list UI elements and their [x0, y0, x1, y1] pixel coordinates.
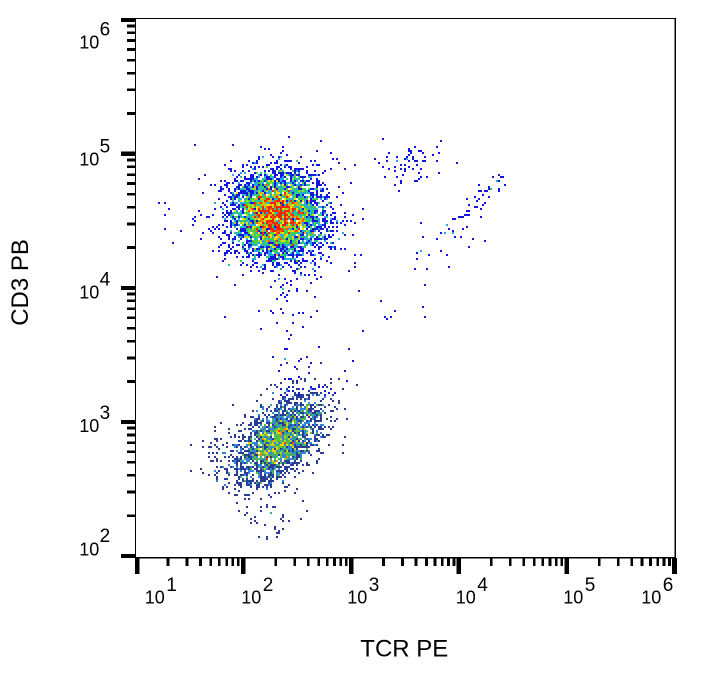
svg-text:3: 3 — [369, 575, 380, 596]
svg-text:4: 4 — [100, 269, 111, 290]
svg-text:6: 6 — [663, 575, 674, 596]
svg-text:10: 10 — [79, 150, 99, 170]
svg-text:10: 10 — [79, 416, 99, 436]
svg-text:10: 10 — [79, 539, 99, 559]
svg-text:5: 5 — [585, 575, 596, 596]
svg-text:10: 10 — [563, 588, 583, 608]
svg-text:10: 10 — [456, 588, 476, 608]
svg-text:10: 10 — [641, 588, 661, 608]
svg-text:CD3 PB: CD3 PB — [7, 239, 34, 326]
svg-text:6: 6 — [100, 19, 111, 40]
svg-text:10: 10 — [347, 588, 367, 608]
svg-text:2: 2 — [263, 575, 274, 596]
svg-text:2: 2 — [100, 526, 111, 547]
svg-text:10: 10 — [145, 588, 165, 608]
svg-text:10: 10 — [79, 33, 99, 53]
svg-text:10: 10 — [241, 588, 261, 608]
svg-text:10: 10 — [79, 283, 99, 303]
svg-text:3: 3 — [100, 403, 111, 424]
svg-text:5: 5 — [100, 136, 111, 157]
svg-text:TCR PE: TCR PE — [360, 635, 448, 662]
svg-text:4: 4 — [477, 575, 488, 596]
svg-text:1: 1 — [166, 575, 177, 596]
